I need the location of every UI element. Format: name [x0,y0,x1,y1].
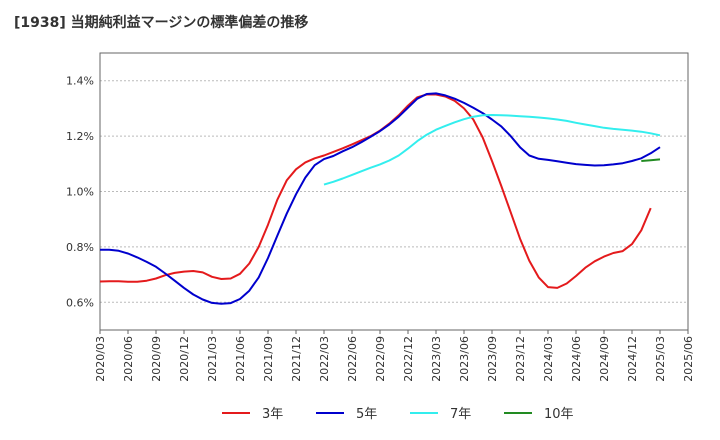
x-tick-label: 2020/06 [122,336,135,382]
x-tick-label: 2020/12 [178,336,191,382]
y-tick-label: 1.2% [66,130,94,143]
legend-label: 10年 [544,407,574,422]
series-lines [99,92,661,305]
x-tick-label: 2025/06 [682,336,695,382]
x-tick-label: 2024/12 [626,336,639,382]
x-tick-label: 2024/03 [542,336,555,382]
x-tick-label: 2020/03 [94,336,107,382]
x-tick-label: 2022/09 [374,336,387,382]
y-tick-label: 0.8% [66,241,94,254]
y-axis: 0.6% 0.8% 1.0% 1.2% 1.4% [66,75,94,310]
x-tick-label: 2022/12 [402,336,415,382]
x-tick-label: 2020/09 [150,336,163,382]
grid-lines [100,80,688,303]
x-tick-label: 2021/09 [262,336,275,382]
chart-title: [1938] 当期純利益マージンの標準偏差の推移 [14,15,309,31]
y-tick-label: 1.0% [66,186,94,199]
x-tick-label: 2023/03 [430,336,443,382]
plot-area-frame [99,52,689,331]
series-line-2 [100,92,661,305]
x-tick-label: 2024/09 [598,336,611,382]
y-tick-label: 1.4% [66,75,94,88]
x-tick-label: 2021/03 [206,336,219,382]
series-line-3 [323,114,661,186]
x-axis: 2020/03 2020/06 2020/09 2020/12 2021/03 2021/… [94,330,695,382]
x-tick-label: 2022/03 [318,336,331,382]
x-tick-label: 2023/12 [514,336,527,382]
legend: 3年 5年 7年 10年 [222,407,574,422]
legend-label: 5年 [356,407,377,422]
x-tick-label: 2021/12 [290,336,303,382]
legend-label: 3年 [262,407,283,422]
y-tick-label: 0.6% [66,296,94,309]
x-tick-label: 2024/06 [570,336,583,382]
x-tick-label: 2023/09 [486,336,499,382]
legend-label: 7年 [450,407,471,422]
x-tick-label: 2023/06 [458,336,471,382]
x-tick-label: 2025/03 [654,336,667,382]
x-tick-label: 2022/06 [346,336,359,382]
series-line-4 [641,158,661,162]
x-tick-label: 2021/06 [234,336,247,382]
